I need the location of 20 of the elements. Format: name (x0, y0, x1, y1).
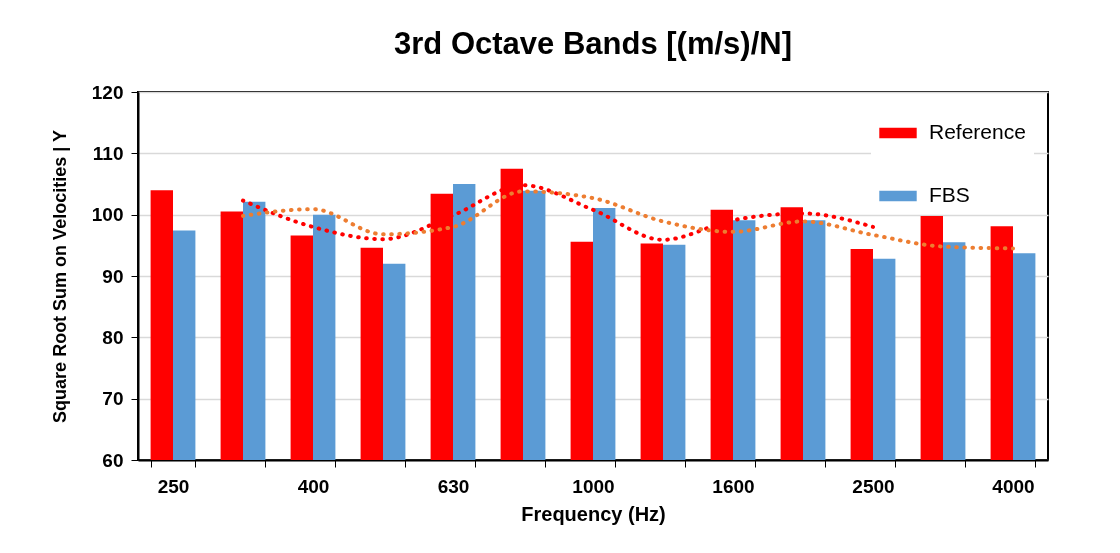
y-tick-label: 100 (91, 204, 124, 226)
y-tick-label: 60 (102, 449, 124, 471)
y-axis-title: Square Root Sum on Velocities | Y (49, 130, 70, 423)
x-tick-label: 1600 (712, 475, 755, 497)
x-tick-label: 630 (437, 475, 470, 497)
chart-title: 3rd Octave Bands [(m/s)/N] (394, 26, 792, 61)
x-tick-label: 250 (157, 475, 190, 497)
x-tick-label: 2500 (852, 475, 895, 497)
y-tick-label: 120 (91, 81, 124, 103)
y-tick-label: 110 (92, 142, 124, 164)
y-tick-label: 70 (102, 388, 124, 410)
legend-label: FBS (929, 183, 970, 206)
legend-label: Reference (929, 120, 1026, 143)
line-series (241, 189, 1015, 251)
x-tick-label: 400 (297, 475, 330, 497)
x-tick-label: 1000 (572, 475, 615, 497)
y-tick-label: 90 (102, 265, 124, 287)
x-tick-label: 4000 (992, 475, 1035, 497)
y-tick-label: 80 (102, 326, 124, 348)
x-axis-title: Frequency (Hz) (521, 502, 666, 525)
